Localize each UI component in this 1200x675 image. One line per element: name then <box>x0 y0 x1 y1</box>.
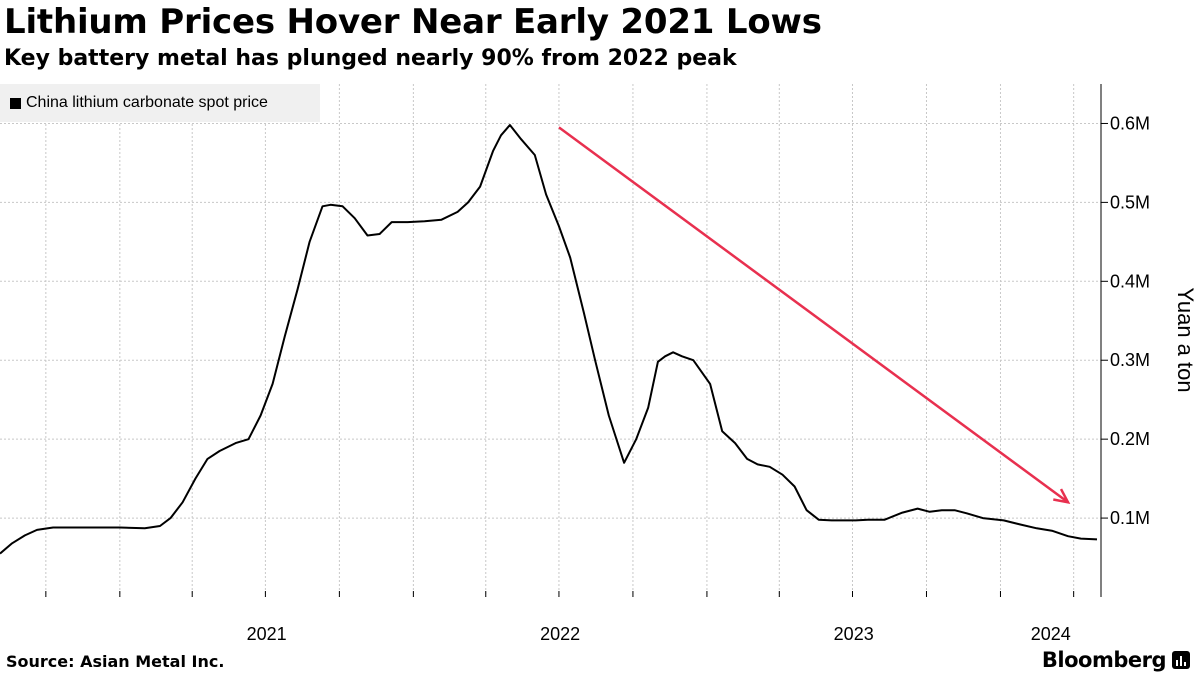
arrow-head <box>1053 488 1071 504</box>
annotations <box>558 126 1071 504</box>
legend-label: China lithium carbonate spot price <box>26 94 268 111</box>
series-layer <box>0 124 1098 555</box>
tick-labels: 0.1M 0.2M 0.3M 0.4M 0.5M 0.6M 2021 2022 2023 2024 <box>247 113 1150 644</box>
bloomberg-terminal-icon <box>1172 651 1190 669</box>
gridlines <box>0 84 1101 597</box>
x-tick-label: 2023 <box>834 624 874 644</box>
y-tick-label: 0.2M <box>1110 429 1150 449</box>
series-line-lithium-carbonate <box>0 124 1098 555</box>
arrow-shaft <box>558 126 1069 504</box>
y-tick-label: 0.6M <box>1110 113 1150 133</box>
y-tick-label: 0.1M <box>1110 508 1150 528</box>
axes <box>45 84 1108 597</box>
y-tick-label: 0.4M <box>1110 271 1150 291</box>
source-note: Source: Asian Metal Inc. <box>6 652 225 671</box>
y-axis-label: Yuan a ton <box>1173 287 1198 392</box>
legend: China lithium carbonate spot price <box>0 84 320 122</box>
x-tick-label: 2024 <box>1031 624 1071 644</box>
x-tick-label: 2021 <box>247 624 287 644</box>
chart-subtitle: Key battery metal has plunged nearly 90%… <box>4 46 737 71</box>
y-tick-label: 0.5M <box>1110 192 1150 212</box>
legend-swatch <box>10 97 21 109</box>
chart-title: Lithium Prices Hover Near Early 2021 Low… <box>4 2 822 42</box>
y-tick-label: 0.3M <box>1110 350 1150 370</box>
x-tick-label: 2022 <box>540 624 580 644</box>
brand-logo: Bloomberg <box>1041 648 1167 672</box>
